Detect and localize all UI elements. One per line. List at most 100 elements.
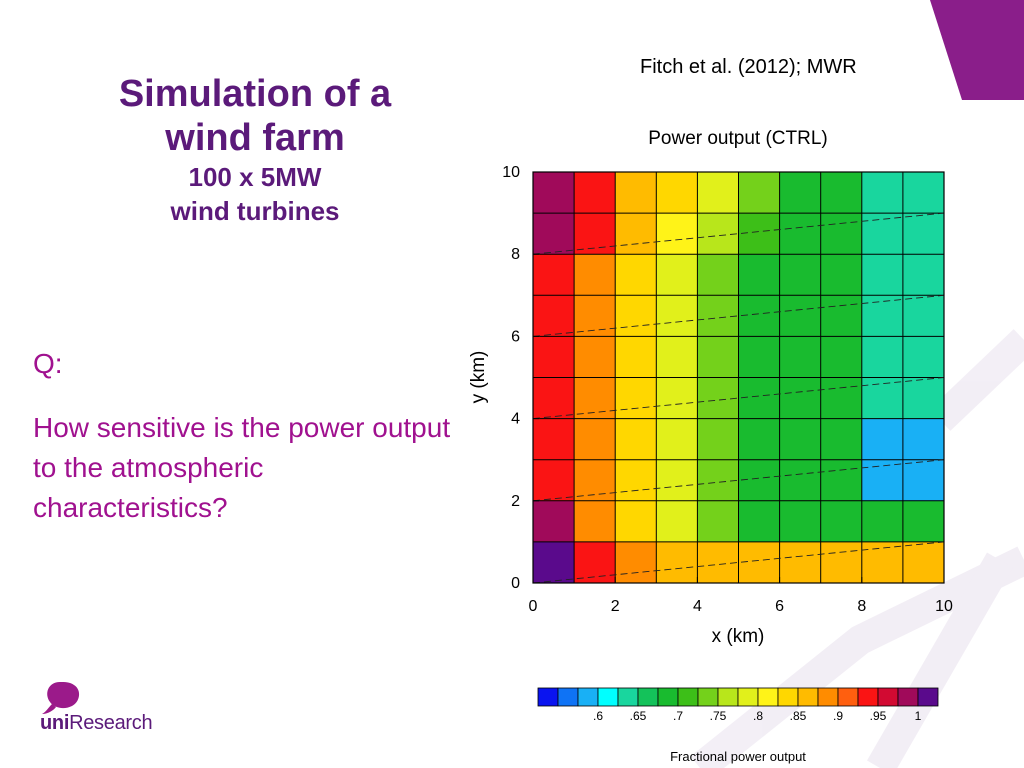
question-text: How sensitive is the power output to the…: [33, 412, 451, 523]
heatmap-cell: [779, 336, 821, 378]
heatmap-cell: [738, 459, 780, 501]
heatmap-cell: [656, 254, 698, 296]
colorbar-bin: [597, 687, 619, 707]
heatmap-cell: [779, 213, 821, 255]
heatmap-cell: [861, 377, 903, 419]
heatmap-cell: [697, 459, 739, 501]
heatmap-cell: [738, 541, 780, 583]
heatmap-cell: [902, 500, 944, 542]
colorbar-bin: [797, 687, 819, 707]
heatmap-cell: [533, 459, 575, 501]
heatmap-cell: [820, 336, 862, 378]
heatmap-cell: [656, 541, 698, 583]
colorbar-tick-label: .8: [753, 709, 763, 723]
heatmap-cell: [861, 213, 903, 255]
colorbar-bin: [717, 687, 739, 707]
heatmap-cell: [533, 336, 575, 378]
heatmap-cell: [902, 172, 944, 214]
colorbar-tick-label: .7: [673, 709, 683, 723]
colorbar-tick-label: .65: [630, 709, 647, 723]
heatmap-cell: [820, 418, 862, 460]
heatmap-cell: [574, 377, 616, 419]
subtitle-line-1: 100 x 5MW: [188, 162, 322, 192]
y-tick-label: 0: [511, 575, 520, 592]
colorbar-bin: [757, 687, 779, 707]
heatmap-cell: [738, 295, 780, 337]
heatmap-cell: [902, 336, 944, 378]
heatmap-cell: [533, 172, 575, 214]
logo-text-bold: uni: [40, 712, 70, 734]
heatmap-cell: [615, 254, 657, 296]
grid-lines: [533, 172, 944, 583]
heatmap-cell: [820, 459, 862, 501]
heatmap-cell: [533, 213, 575, 255]
plot-frame: [532, 171, 945, 584]
heatmap-cell: [697, 213, 739, 255]
logo-text-regular: Research: [69, 712, 153, 734]
colorbar-bin: [697, 687, 719, 707]
citation: Fitch et al. (2012); MWR: [640, 56, 857, 78]
heatmap-cell: [779, 377, 821, 419]
heatmap-cell: [697, 295, 739, 337]
heatmap-cell: [902, 213, 944, 255]
heatmap-cell: [656, 213, 698, 255]
colorbar-bin: [857, 687, 879, 707]
colorbar-bin: [817, 687, 839, 707]
colorbar-tick-label: 1: [915, 709, 922, 723]
heatmap-cell: [533, 418, 575, 460]
heatmap-cell: [656, 377, 698, 419]
heatmap-cell: [656, 418, 698, 460]
colorbar-ticks: .6 .65 .7 .75 .8 .85 .9 .95 1: [593, 709, 922, 723]
heatmap-cell: [861, 172, 903, 214]
heatmap-cell: [656, 295, 698, 337]
x-tick-label: 8: [857, 598, 866, 615]
watermark-logo: [690, 329, 1024, 768]
colorbar-bin: [917, 687, 939, 707]
heatmap-cell: [697, 336, 739, 378]
heatmap-cell: [697, 377, 739, 419]
heatmap-cell: [697, 254, 739, 296]
heatmap-cell: [820, 172, 862, 214]
heatmap-cell: [861, 418, 903, 460]
colorbar-tick-label: .9: [833, 709, 843, 723]
colorbar-bin: [877, 687, 899, 707]
heatmap-cell: [697, 500, 739, 542]
colorbar-bin: [577, 687, 599, 707]
x-tick-label: 6: [775, 598, 784, 615]
y-tick-label: 6: [511, 328, 520, 345]
colorbar-tick-label: .6: [593, 709, 603, 723]
heatmap-cell: [902, 295, 944, 337]
heatmap-cell: [533, 541, 575, 583]
colorbar-bin: [537, 687, 559, 707]
colorbar-bin: [657, 687, 679, 707]
heatmap-cell: [656, 459, 698, 501]
heatmap-cell: [574, 541, 616, 583]
heatmap-cell: [615, 213, 657, 255]
heatmap-cell: [902, 418, 944, 460]
heatmap-cell: [820, 213, 862, 255]
heatmap-cell: [779, 172, 821, 214]
heatmap-cell: [738, 336, 780, 378]
y-tick-label: 4: [511, 411, 520, 428]
heatmap-cell: [738, 418, 780, 460]
colorbar-bin: [617, 687, 639, 707]
colorbar: [537, 687, 939, 707]
y-axis-ticks: 0 2 4 6 8 10: [502, 164, 539, 592]
heatmap-cell: [533, 500, 575, 542]
heatmap-cell: [697, 418, 739, 460]
colorbar-tick-label: .95: [870, 709, 887, 723]
colorbar-label: Fractional power output: [670, 749, 806, 764]
heatmap-cell: [656, 500, 698, 542]
colorbar-bin: [637, 687, 659, 707]
heatmap-cell: [738, 213, 780, 255]
heatmap-cell: [533, 254, 575, 296]
heatmap-cell: [861, 541, 903, 583]
uni-research-logo-icon: [42, 682, 80, 714]
heatmap-cell: [902, 459, 944, 501]
heatmap-cell: [533, 377, 575, 419]
y-axis-label: y (km): [468, 351, 489, 404]
heatmap-cell: [779, 254, 821, 296]
colorbar-bin: [557, 687, 579, 707]
